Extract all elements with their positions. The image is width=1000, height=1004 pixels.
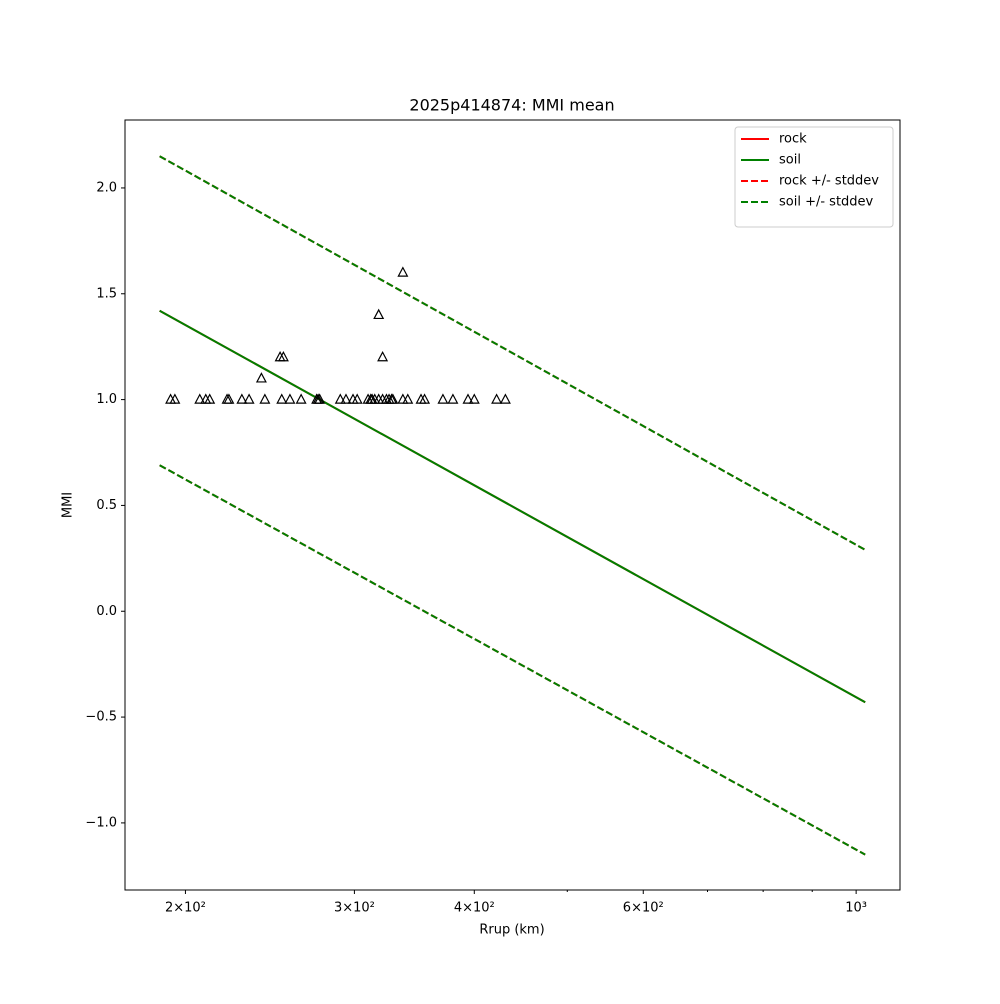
x-tick-label: 3×10² [334,901,375,916]
station-marker [334,393,346,404]
station-marker [255,372,267,383]
station-marker [236,393,248,404]
legend-label: soil [779,153,801,168]
y-tick-label: 2.0 [96,180,117,195]
station-marker [499,393,511,404]
x-tick-label: 10³ [845,901,867,916]
y-tick-label: −0.5 [85,710,117,725]
legend-label: rock [779,132,807,147]
legend-box [734,126,894,228]
station-marker [243,393,255,404]
y-tick-label: 0.5 [96,498,117,513]
station-marker [194,393,206,404]
legend-label: soil +/- stddev [779,195,874,210]
station-marker [295,393,307,404]
station-marker [169,393,181,404]
x-tick-label: 6×10² [623,901,664,916]
station-marker [402,393,414,404]
station-marker [340,393,352,404]
station-marker [204,393,216,404]
station-marker [259,393,271,404]
x-tick-label: 4×10² [454,901,495,916]
y-axis-label: MMI [61,492,76,518]
y-tick-label: 0.0 [96,604,117,619]
station-marker [437,393,449,404]
station-marker [373,308,385,320]
x-axis-label: Rrup (km) [479,923,544,938]
y-tick-label: 1.5 [96,286,117,301]
plot-frame [124,119,901,891]
station-marker [468,393,480,404]
station-marker [491,393,503,404]
station-marker [277,350,289,362]
x-tick-label: 2×10² [165,901,206,916]
station-marker [223,393,235,404]
station-marker [314,393,326,404]
stddev-line [159,464,866,856]
station-marker [284,393,296,404]
station-marker [397,266,409,277]
plot-area [159,155,866,856]
mean-line [159,309,866,704]
stddev-line [159,155,866,551]
station-marker [447,393,459,404]
station-marker [377,350,389,362]
station-marker [276,393,288,404]
chart-title: 2025p414874: MMI mean [409,96,614,115]
station-marker [419,393,431,404]
station-marker [462,393,474,404]
y-tick-label: 1.0 [96,392,117,407]
y-tick-label: −1.0 [85,815,117,830]
station-marker [387,393,399,404]
legend-label: rock +/- stddev [779,174,879,189]
station-marker [351,393,363,404]
